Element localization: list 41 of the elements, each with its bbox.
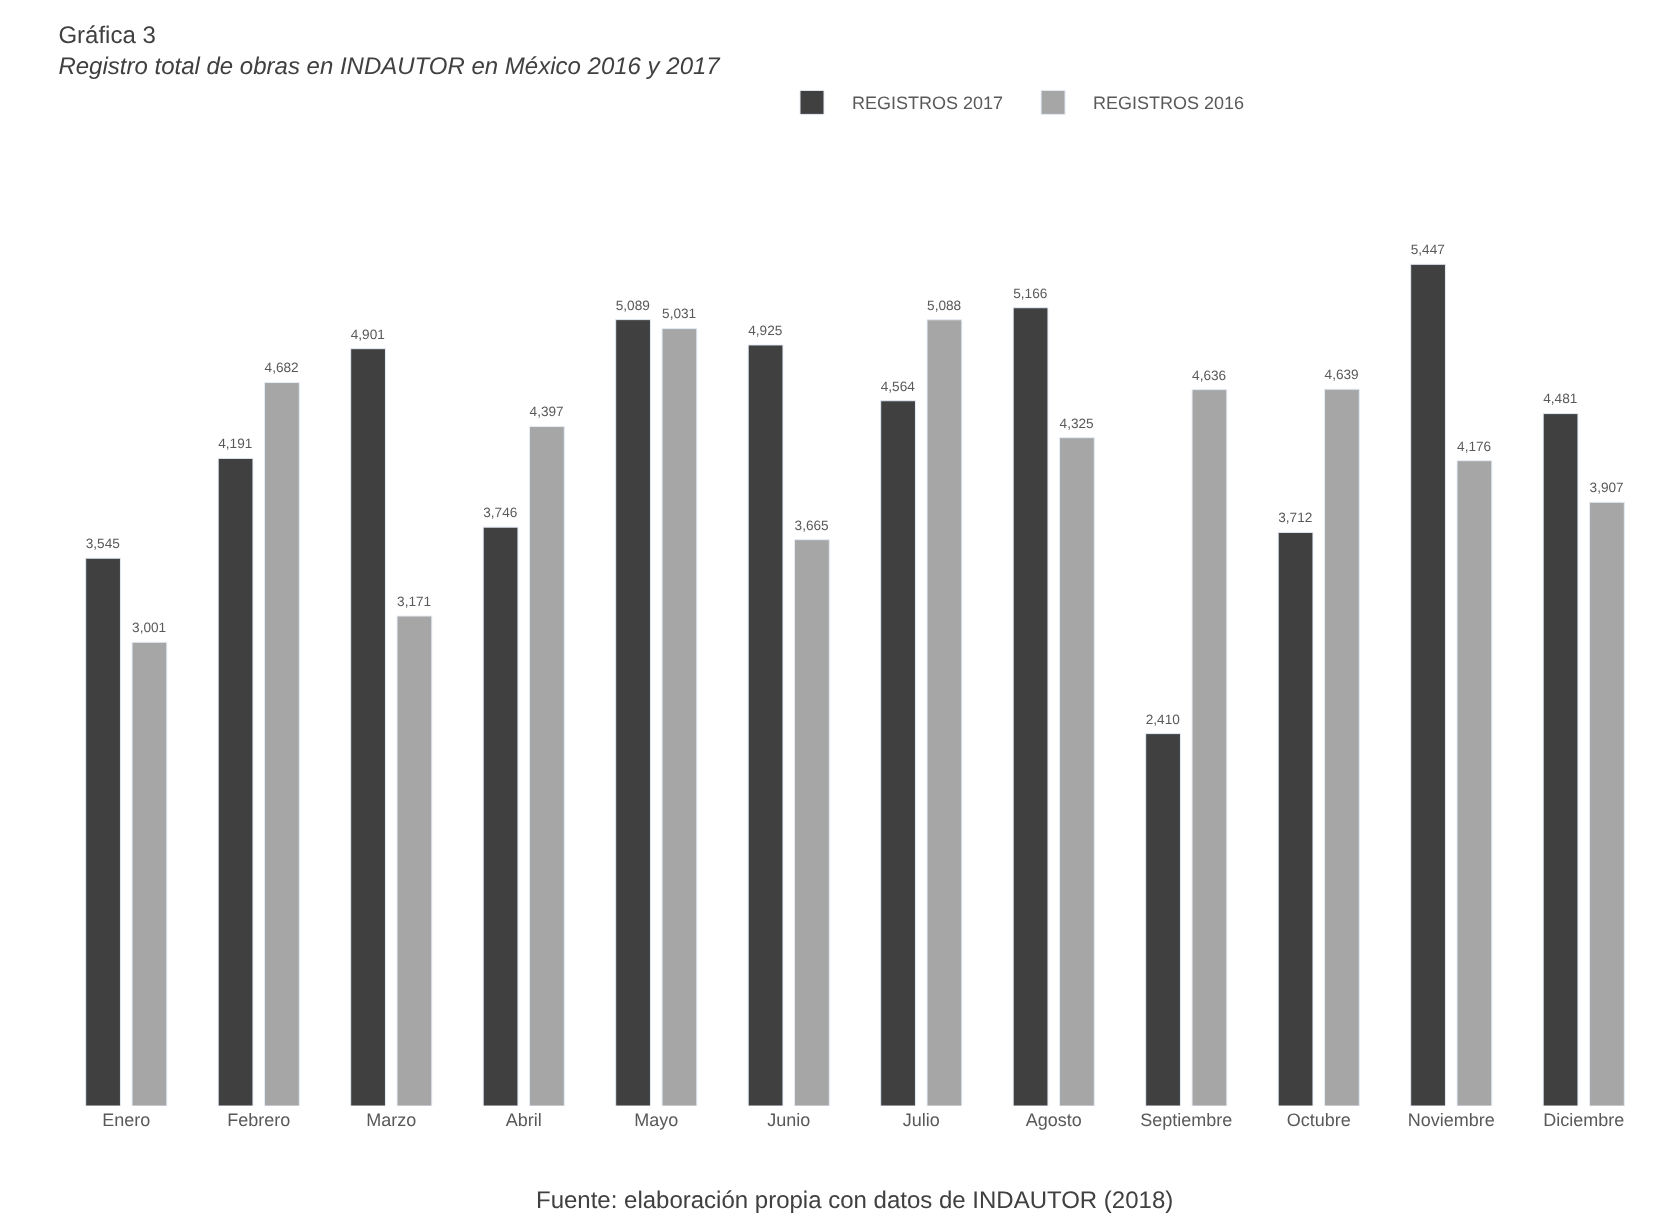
bar <box>1059 437 1095 1106</box>
bar <box>880 400 916 1106</box>
chart-title: Gráfica 3 <box>58 20 157 49</box>
x-tick-label: Septiembre <box>1140 1110 1233 1130</box>
bar <box>85 557 121 1106</box>
bar <box>1277 531 1314 1106</box>
x-tick-label: Junio <box>767 1110 811 1130</box>
x-tick-label: Diciembre <box>1543 1110 1625 1130</box>
bar <box>482 526 519 1106</box>
x-tick-label: Octubre <box>1286 1110 1351 1130</box>
bar <box>1456 460 1493 1106</box>
bar <box>1145 733 1181 1106</box>
bar <box>396 615 433 1106</box>
x-tick-label: Abril <box>505 1110 542 1130</box>
bar <box>529 426 565 1106</box>
bar <box>1191 389 1228 1106</box>
legend-label: REGISTROS 2016 <box>1093 93 1245 114</box>
bar <box>794 539 830 1106</box>
bar <box>661 328 698 1106</box>
bar <box>1589 501 1625 1106</box>
legend-label: REGISTROS 2017 <box>852 93 1004 114</box>
bar <box>350 348 386 1106</box>
source-note: Fuente: elaboración propia con datos de INDAUTOR (2018) <box>536 1186 1174 1214</box>
x-tick-label: Febrero <box>227 1110 291 1130</box>
bar <box>1542 413 1579 1106</box>
x-tick-label: Noviembre <box>1407 1110 1495 1130</box>
bar <box>1012 307 1049 1106</box>
bar <box>615 319 651 1106</box>
bar <box>1324 388 1360 1106</box>
x-tick-label: Julio <box>902 1110 940 1130</box>
x-tick-label: Agosto <box>1025 1110 1082 1130</box>
bar <box>264 382 300 1106</box>
x-tick-label: Enero <box>102 1110 151 1130</box>
bar <box>926 319 963 1106</box>
x-tick-label: Marzo <box>366 1110 417 1130</box>
bar <box>217 457 254 1106</box>
bar <box>747 344 784 1106</box>
bar <box>1410 263 1446 1106</box>
bar <box>131 641 168 1106</box>
x-tick-label: Mayo <box>634 1110 679 1130</box>
chart-subtitle: Registro total de obras en INDAUTOR en México 2016 y 2017 <box>58 52 723 81</box>
